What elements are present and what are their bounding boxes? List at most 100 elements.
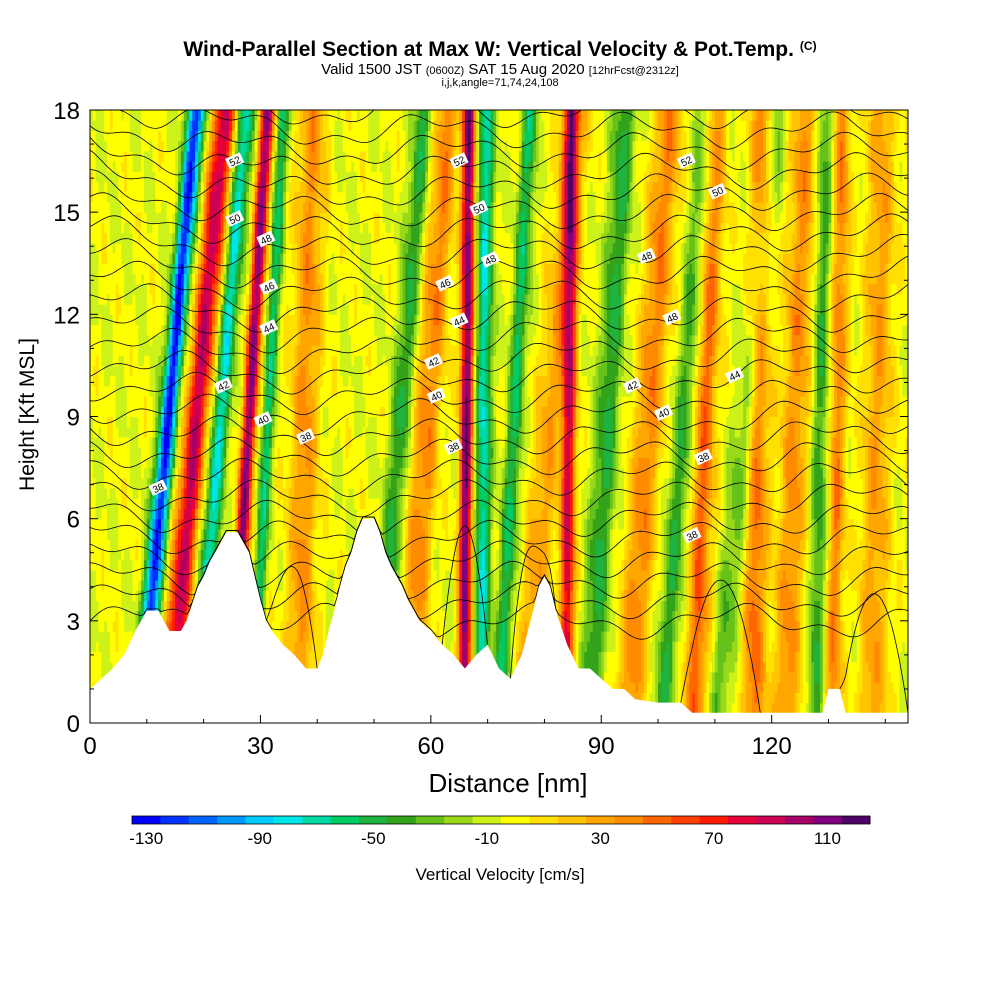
velocity-cell — [118, 447, 122, 458]
velocity-cell — [285, 539, 290, 550]
velocity-cell — [107, 396, 111, 407]
velocity-cell — [146, 365, 151, 377]
velocity-cell — [314, 631, 318, 642]
velocity-cell — [288, 110, 293, 121]
velocity-cell — [251, 416, 256, 428]
velocity-cell — [251, 457, 256, 469]
velocity-cell — [237, 191, 242, 203]
velocity-cell — [152, 457, 156, 469]
velocity-cell — [104, 518, 108, 530]
velocity-cell — [143, 365, 148, 377]
velocity-cell — [220, 324, 225, 336]
velocity-cell — [112, 477, 117, 489]
velocity-cell — [257, 253, 262, 264]
velocity-cell — [260, 242, 264, 254]
velocity-cell — [308, 110, 313, 121]
velocity-cell — [169, 110, 173, 121]
velocity-cell — [186, 508, 191, 520]
velocity-cell — [234, 467, 239, 479]
velocity-cell — [172, 344, 176, 356]
velocity-cell — [305, 222, 310, 234]
velocity-cell — [183, 436, 188, 448]
velocity-cell — [155, 171, 159, 183]
velocity-cell — [109, 150, 114, 162]
velocity-cell — [98, 671, 102, 683]
velocity-cell — [189, 518, 193, 530]
velocity-cell — [288, 600, 293, 612]
velocity-cell — [254, 436, 259, 448]
velocity-cell — [98, 518, 102, 530]
velocity-cell — [192, 120, 196, 132]
velocity-cell — [220, 150, 225, 162]
velocity-cell — [121, 426, 125, 438]
velocity-cell — [294, 620, 298, 632]
velocity-cell — [283, 436, 287, 448]
velocity-cell — [152, 436, 156, 448]
velocity-cell — [277, 130, 281, 142]
velocity-cell — [166, 140, 171, 152]
velocity-cell — [124, 304, 128, 315]
velocity-cell — [95, 242, 100, 254]
velocity-cell — [297, 130, 301, 142]
velocity-cell — [163, 436, 168, 448]
velocity-cell — [303, 590, 307, 601]
velocity-cell — [268, 457, 273, 469]
velocity-cell — [254, 293, 259, 305]
velocity-cell — [308, 528, 313, 540]
velocity-cell — [217, 539, 222, 550]
velocity-cell — [254, 324, 259, 336]
velocity-cell — [163, 130, 168, 142]
velocity-cell — [90, 232, 94, 244]
velocity-cell — [209, 201, 213, 213]
velocity-cell — [322, 355, 327, 367]
velocity-cell — [263, 447, 267, 458]
velocity-cell — [266, 467, 270, 479]
velocity-cell — [155, 406, 159, 418]
velocity-cell — [166, 488, 171, 499]
velocity-cell — [90, 416, 94, 428]
velocity-cell — [104, 385, 108, 397]
velocity-cell — [132, 150, 137, 162]
velocity-cell — [240, 488, 244, 499]
velocity-cell — [115, 242, 120, 254]
velocity-cell — [294, 385, 298, 397]
velocity-cell — [158, 283, 162, 295]
velocity-cell — [107, 334, 111, 346]
velocity-cell — [249, 498, 253, 510]
velocity-cell — [124, 181, 128, 193]
velocity-cell — [169, 457, 173, 469]
velocity-cell — [291, 232, 296, 244]
velocity-cell — [291, 293, 296, 305]
velocity-cell — [197, 559, 202, 571]
velocity-cell — [192, 467, 196, 479]
velocity-cell — [98, 436, 102, 448]
velocity-cell — [90, 477, 94, 489]
velocity-cell — [206, 171, 210, 183]
velocity-cell — [209, 293, 213, 305]
velocity-cell — [166, 171, 171, 183]
velocity-cell — [121, 569, 125, 581]
velocity-cell — [126, 110, 131, 121]
velocity-cell — [200, 569, 205, 581]
velocity-cell — [161, 150, 165, 162]
velocity-cell — [149, 171, 154, 183]
velocity-cell — [141, 344, 145, 356]
velocity-cell — [305, 559, 310, 571]
velocity-cell — [138, 344, 142, 356]
velocity-cell — [92, 396, 97, 407]
velocity-cell — [254, 528, 259, 540]
velocity-cell — [305, 355, 310, 367]
velocity-cell — [115, 232, 120, 244]
velocity-cell — [209, 324, 213, 336]
velocity-cell — [121, 120, 125, 132]
velocity-cell — [294, 436, 298, 448]
velocity-cell — [268, 518, 273, 530]
velocity-cell — [121, 508, 125, 520]
velocity-cell — [311, 324, 315, 336]
velocity-cell — [90, 651, 94, 663]
velocity-cell — [107, 488, 111, 499]
velocity-cell — [149, 253, 154, 264]
velocity-cell — [291, 120, 296, 132]
velocity-cell — [178, 416, 182, 428]
velocity-cell — [98, 590, 102, 601]
